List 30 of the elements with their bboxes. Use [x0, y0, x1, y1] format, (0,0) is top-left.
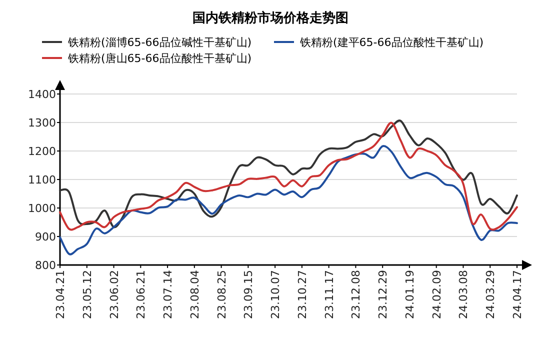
- x-tick-label: 23.12.29: [376, 270, 390, 319]
- x-tick-label: 23.10.27: [296, 270, 309, 319]
- x-tick-label: 24.02.09: [430, 270, 444, 319]
- x-tick-label: 23.08.25: [215, 270, 228, 319]
- x-tick-label: 23.09.15: [242, 270, 256, 319]
- y-tick-label: 1200: [28, 145, 56, 158]
- x-tick-label: 23.08.04: [188, 270, 202, 319]
- y-tick-label: 800: [35, 259, 56, 272]
- legend-label: 铁精粉(唐山65-66品位酸性干基矿山): [67, 52, 252, 65]
- legend-label: 铁精粉(淄博65-66品位碱性干基矿山): [67, 36, 252, 49]
- x-tick-label: 23.06.02: [108, 270, 121, 319]
- x-tick-label: 24.01.19: [403, 270, 416, 319]
- x-tick-label: 23.12.08: [350, 270, 363, 319]
- x-tick-label: 23.05.12: [80, 270, 94, 319]
- y-tick-label: 1000: [28, 202, 56, 215]
- x-tick-label: 23.04.21: [54, 270, 67, 319]
- x-tick-label: 24.03.29: [484, 270, 498, 319]
- line-series: [59, 145, 518, 255]
- y-tick-label: 1300: [28, 116, 56, 130]
- x-tick-label: 23.06.21: [134, 270, 148, 319]
- x-tick-label: 23.07.14: [162, 270, 175, 319]
- x-tick-label: 24.03.08: [457, 270, 470, 319]
- x-tick-label: 24.04.17: [511, 270, 524, 319]
- x-tick-label: 23.10.07: [269, 270, 282, 319]
- chart-title: 国内铁精粉市场价格走势图: [192, 10, 348, 26]
- legend-label: 铁精粉(建平65-66品位酸性干基矿山): [299, 36, 484, 49]
- y-tick-label: 1100: [28, 174, 56, 186]
- y-tick-label: 900: [35, 230, 56, 244]
- y-tick-label: 1400: [28, 88, 56, 101]
- x-tick-label: 23.11.17: [322, 270, 336, 319]
